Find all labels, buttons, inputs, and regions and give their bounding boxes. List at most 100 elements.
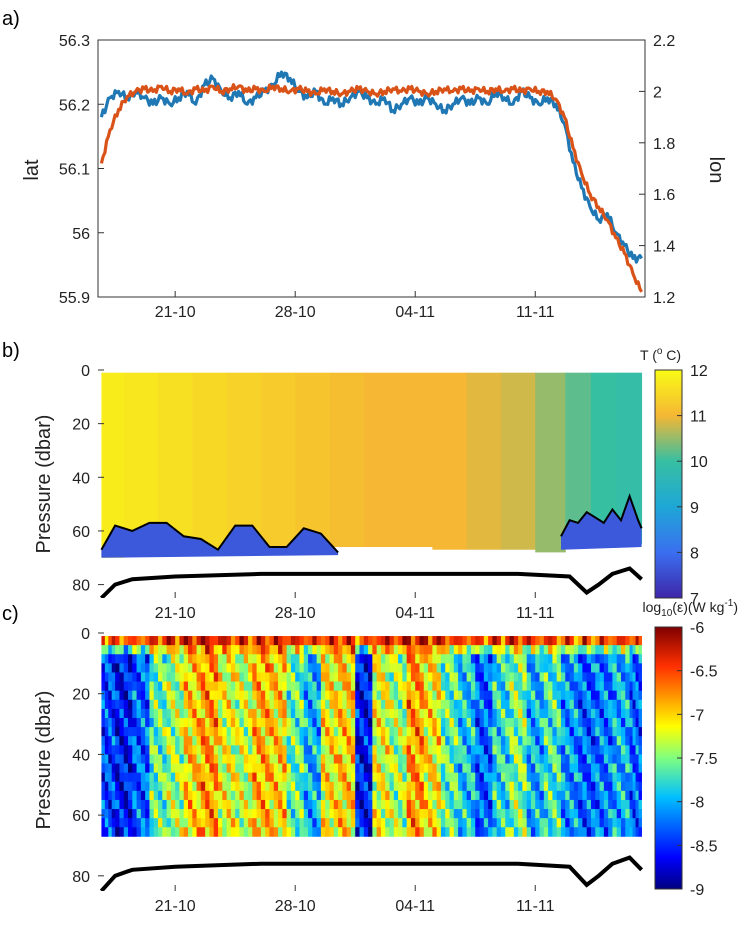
dissipation-cell <box>290 636 296 646</box>
dissipation-cell <box>458 663 463 673</box>
dissipation-cell <box>556 799 562 810</box>
dissipation-cell <box>612 708 618 719</box>
dissipation-cell <box>230 717 236 728</box>
dissipation-cell <box>475 681 480 692</box>
dissipation-cell <box>406 754 412 764</box>
dissipation-cell <box>530 645 536 655</box>
dissipation-cell <box>316 736 322 746</box>
dissipation-cell <box>188 708 193 719</box>
dissipation-cell <box>573 663 579 673</box>
dissipation-cell <box>595 663 600 673</box>
dissipation-cell <box>535 717 540 728</box>
dissipation-cell <box>483 809 489 819</box>
dissipation-cell <box>573 790 579 801</box>
dissipation-cell <box>316 699 322 710</box>
dissipation-cell <box>316 645 322 655</box>
dissipation-cell <box>239 717 245 728</box>
dissipation-cell <box>325 672 330 682</box>
dissipation-cell <box>488 699 493 710</box>
dissipation-cell <box>402 827 408 837</box>
dissipation-cell <box>638 717 642 728</box>
dissipation-cell <box>299 763 305 774</box>
dissipation-cell <box>632 654 636 664</box>
colorbar-tick-label: 8 <box>690 545 699 562</box>
dissipation-cell <box>620 681 626 692</box>
dissipation-cell <box>119 681 125 692</box>
dissipation-cell <box>295 717 300 728</box>
dissipation-cell <box>608 736 613 746</box>
dissipation-cell <box>483 663 489 673</box>
dissipation-cell <box>436 690 442 701</box>
dissipation-cell <box>355 799 360 810</box>
dissipation-cell <box>260 736 266 746</box>
dissipation-cell <box>153 663 159 673</box>
dissipation-cell <box>440 690 446 701</box>
dissipation-cell <box>320 717 326 728</box>
dissipation-cell <box>260 699 266 710</box>
dissipation-cell <box>496 763 502 774</box>
dissipation-cell <box>256 654 262 664</box>
dissipation-cell <box>578 645 583 655</box>
dissipation-cell <box>483 736 489 746</box>
dissipation-cell <box>522 736 528 746</box>
dissipation-cell <box>616 681 622 692</box>
dissipation-cell <box>582 781 588 792</box>
dissipation-cell <box>548 663 553 673</box>
dissipation-cell <box>175 717 180 728</box>
dissipation-cell <box>522 790 528 801</box>
dissipation-cell <box>638 818 642 828</box>
dissipation-cell <box>462 745 468 755</box>
panel-c-x-axis: 21-10 28-10 04-11 11-11 <box>155 885 555 915</box>
dissipation-cell <box>475 781 480 792</box>
dissipation-cell <box>256 781 262 792</box>
dissipation-cell <box>518 681 523 692</box>
dissipation-cell <box>188 663 193 673</box>
dissipation-cell <box>625 690 630 701</box>
panel-c-heatmap-group <box>99 636 644 891</box>
dissipation-cell <box>333 699 339 710</box>
dissipation-cell <box>466 772 472 783</box>
dissipation-cell <box>393 736 399 746</box>
dissipation-cell <box>625 745 630 755</box>
dissipation-cell <box>603 717 609 728</box>
dissipation-cell <box>560 745 566 755</box>
dissipation-cell <box>552 699 558 710</box>
dissipation-cell <box>513 654 519 664</box>
dissipation-cell <box>350 818 356 828</box>
dissipation-cell <box>239 645 245 655</box>
dissipation-cell <box>475 645 480 655</box>
dissipation-cell <box>539 672 545 682</box>
dissipation-cell <box>243 645 249 655</box>
dissipation-cell <box>299 699 305 710</box>
dissipation-cell <box>608 827 613 837</box>
dissipation-cell <box>458 717 463 728</box>
dissipation-cell <box>363 645 369 655</box>
dissipation-cell <box>603 809 609 819</box>
dissipation-cell <box>603 827 609 837</box>
dissipation-cell <box>136 690 142 701</box>
dissipation-cell <box>243 736 249 746</box>
dissipation-cell <box>410 809 416 819</box>
dissipation-cell <box>509 781 515 792</box>
dissipation-cell <box>183 736 189 746</box>
dissipation-cell <box>488 736 493 746</box>
dissipation-cell <box>222 699 228 710</box>
dissipation-cell <box>632 745 636 755</box>
dissipation-cell <box>599 663 605 673</box>
dissipation-cell <box>333 663 339 673</box>
dissipation-cell <box>269 772 275 783</box>
panel-a-right-axis: 1.21.41.61.822.2 <box>639 33 675 307</box>
dissipation-cell <box>145 663 150 673</box>
dissipation-cell <box>226 645 232 655</box>
dissipation-cell <box>492 708 498 719</box>
dissipation-cell <box>196 727 202 737</box>
dissipation-cell <box>466 672 472 682</box>
dissipation-cell <box>363 790 369 801</box>
dissipation-cell <box>115 672 120 682</box>
dissipation-cell <box>286 809 292 819</box>
dissipation-cell <box>363 809 369 819</box>
dissipation-cell <box>496 736 502 746</box>
dissipation-cell <box>565 790 570 801</box>
dissipation-cell <box>406 745 412 755</box>
dissipation-cell <box>445 636 450 646</box>
